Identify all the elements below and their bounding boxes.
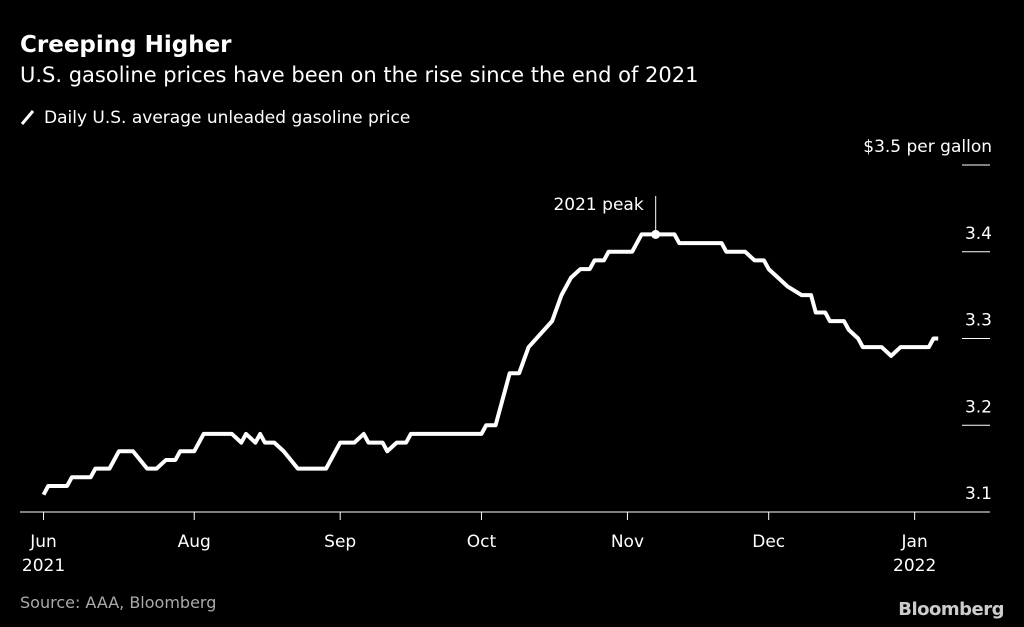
y-tick-label: 3.2 bbox=[965, 397, 992, 417]
y-tick-label: 3.4 bbox=[965, 224, 992, 244]
x-tick-label: Nov bbox=[611, 532, 644, 552]
y-tick-label: $3.5 per gallon bbox=[863, 137, 992, 157]
x-tick-label: Aug bbox=[178, 532, 211, 552]
annotation-label: 2021 peak bbox=[553, 195, 643, 215]
chart-title: Creeping Higher bbox=[20, 32, 232, 58]
legend-swatch bbox=[20, 110, 35, 125]
data-line bbox=[41, 232, 939, 496]
annotation-dot bbox=[651, 229, 661, 239]
legend-label: Daily U.S. average unleaded gasoline pri… bbox=[44, 108, 410, 128]
x-tick-label: Sep bbox=[324, 532, 356, 552]
x-tick-label: Dec bbox=[752, 532, 785, 552]
y-tick-label: 3.1 bbox=[965, 484, 992, 504]
x-year-label: 2021 bbox=[22, 556, 65, 576]
brand-logo: Bloomberg bbox=[898, 599, 1004, 620]
y-tick-label: 3.3 bbox=[965, 311, 992, 331]
chart-subtitle: U.S. gasoline prices have been on the ri… bbox=[20, 63, 698, 87]
x-tick-label: Jun bbox=[29, 532, 57, 552]
x-tick-label: Jan bbox=[901, 532, 928, 552]
x-year-label: 2022 bbox=[893, 556, 936, 576]
x-tick-label: Oct bbox=[467, 532, 497, 552]
source: Source: AAA, Bloomberg bbox=[20, 593, 216, 612]
